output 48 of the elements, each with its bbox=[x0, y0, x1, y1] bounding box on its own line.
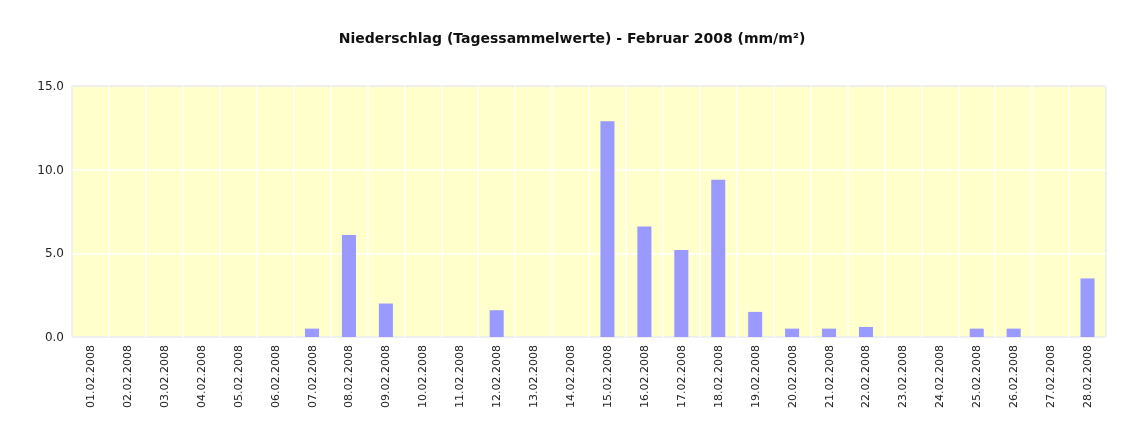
bar bbox=[600, 121, 615, 337]
x-tick-label: 28.02.2008 bbox=[1081, 345, 1095, 408]
x-tick-label: 16.02.2008 bbox=[637, 345, 651, 408]
bar bbox=[489, 310, 504, 337]
bar bbox=[1080, 278, 1095, 337]
x-tick-label: 03.02.2008 bbox=[157, 345, 171, 408]
x-tick-label: 27.02.2008 bbox=[1044, 345, 1058, 408]
x-tick-label: 04.02.2008 bbox=[194, 345, 208, 408]
bar bbox=[785, 328, 800, 337]
x-tick-label: 02.02.2008 bbox=[120, 345, 134, 408]
x-tick-label: 15.02.2008 bbox=[600, 345, 614, 408]
bar bbox=[748, 311, 763, 337]
x-tick-label: 25.02.2008 bbox=[970, 345, 984, 408]
x-tick-label: 09.02.2008 bbox=[379, 345, 393, 408]
x-tick-label: 05.02.2008 bbox=[231, 345, 245, 408]
x-tick-label: 20.02.2008 bbox=[785, 345, 799, 408]
y-tick-label: 5.0 bbox=[44, 246, 64, 261]
bar bbox=[969, 328, 984, 337]
x-tick-label: 07.02.2008 bbox=[305, 345, 319, 408]
x-tick-label: 22.02.2008 bbox=[859, 345, 873, 408]
x-tick-label: 24.02.2008 bbox=[933, 345, 947, 408]
y-tick-label: 0.0 bbox=[44, 330, 64, 344]
x-tick-label: 13.02.2008 bbox=[527, 345, 541, 408]
x-tick-label: 14.02.2008 bbox=[564, 345, 578, 408]
chart-title: Niederschlag (Tagessammelwerte) - Februar 2008 (mm/m²) bbox=[338, 30, 806, 46]
y-tick-label: 10.0 bbox=[37, 162, 64, 177]
x-tick-label: 23.02.2008 bbox=[896, 345, 910, 408]
bar bbox=[637, 226, 652, 337]
x-tick-label: 26.02.2008 bbox=[1007, 345, 1021, 408]
x-tick-label: 18.02.2008 bbox=[711, 345, 725, 408]
x-tick-label: 10.02.2008 bbox=[416, 345, 430, 408]
x-tick-label: 19.02.2008 bbox=[748, 345, 762, 408]
x-tick-label: 12.02.2008 bbox=[490, 345, 504, 408]
x-tick-label: 01.02.2008 bbox=[83, 345, 97, 408]
x-tick-label: 06.02.2008 bbox=[268, 345, 282, 408]
bar bbox=[858, 326, 873, 337]
bar bbox=[341, 234, 356, 337]
x-tick-label: 11.02.2008 bbox=[453, 345, 467, 408]
bar bbox=[305, 328, 320, 337]
y-tick-label: 15.0 bbox=[37, 79, 64, 93]
x-tick-label: 08.02.2008 bbox=[342, 345, 356, 408]
x-tick-label: 21.02.2008 bbox=[822, 345, 836, 408]
bar bbox=[711, 179, 726, 337]
bar bbox=[674, 249, 689, 337]
bar bbox=[1006, 328, 1021, 337]
bar bbox=[822, 328, 837, 337]
x-tick-label: 17.02.2008 bbox=[674, 345, 688, 408]
bar bbox=[378, 303, 393, 337]
